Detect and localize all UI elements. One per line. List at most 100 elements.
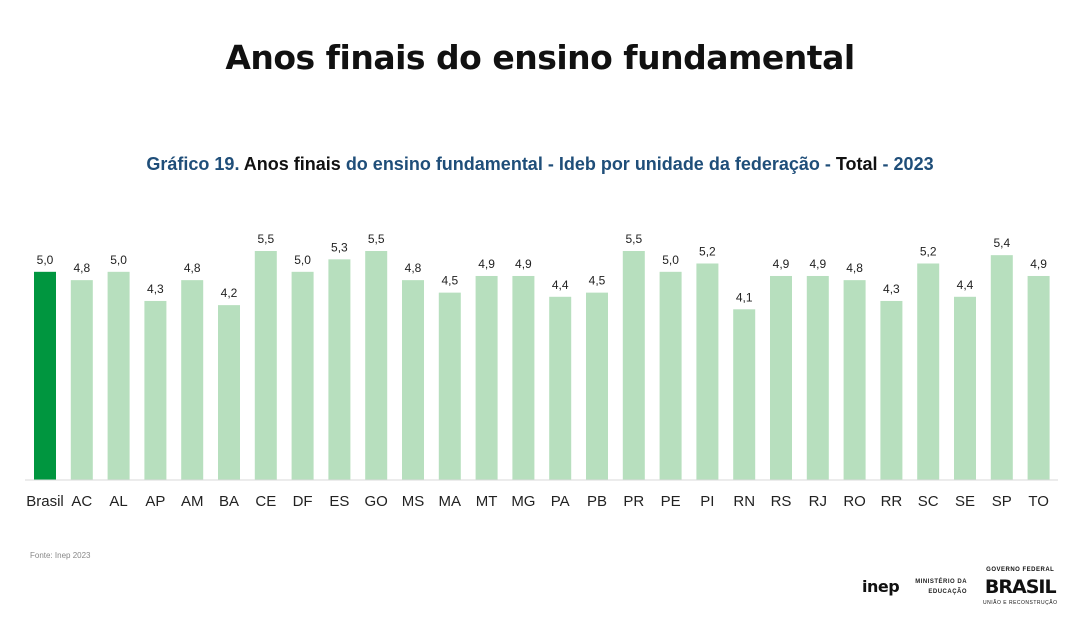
data-label: 5,0	[110, 253, 127, 267]
data-label: 4,8	[184, 261, 201, 275]
bar-es	[328, 259, 351, 480]
data-label: 4,5	[441, 274, 458, 288]
bar-rj	[806, 275, 829, 480]
data-label: 4,8	[405, 261, 422, 275]
x-tick-label: RO	[843, 493, 866, 510]
data-label: 4,9	[1030, 257, 1047, 271]
bar-rn	[733, 309, 756, 480]
data-label: 5,5	[257, 232, 274, 246]
bar-ba	[218, 305, 240, 480]
data-label: 4,2	[221, 286, 238, 300]
x-tick-label: PB	[587, 493, 607, 510]
bar-ac	[70, 280, 93, 480]
data-label: 5,5	[368, 232, 385, 246]
chart-subtitle: Gráfico 19. Anos finais do ensino fundam…	[0, 152, 1080, 176]
x-tick-label: AP	[145, 493, 165, 510]
subtitle-part: Total	[835, 154, 878, 174]
x-tick-label: RS	[771, 493, 792, 510]
x-tick-label: DF	[293, 493, 313, 510]
bar-to	[1027, 275, 1050, 480]
subtitle-part: 2023	[893, 154, 934, 174]
bar-ms	[402, 280, 424, 480]
mec-line2: EDUCAÇÃO	[928, 589, 968, 595]
data-label: 5,5	[625, 232, 642, 246]
subtitle-part: -	[877, 154, 894, 174]
x-tick-label: SC	[918, 493, 939, 510]
x-tick-label: AL	[109, 493, 127, 510]
gov-line2: BRASIL	[984, 576, 1057, 598]
data-label: 4,9	[809, 257, 826, 271]
bar-ap	[144, 300, 167, 480]
data-label: 4,3	[883, 282, 900, 296]
x-tick-label: MG	[511, 493, 535, 510]
data-label: 5,3	[331, 240, 348, 254]
bar-ce	[254, 251, 277, 480]
x-tick-label: MA	[439, 493, 462, 510]
source-note: Fonte: Inep 2023	[30, 551, 91, 560]
bar-am	[181, 280, 204, 480]
subtitle-part: do ensino fundamental - Ideb por unidade…	[340, 154, 836, 174]
data-label: 4,4	[957, 278, 974, 292]
data-label: 4,1	[736, 290, 753, 304]
mec-line1: MINISTÉRIO DA	[915, 579, 968, 585]
bar-pi	[696, 263, 719, 480]
x-tick-label: MT	[476, 493, 498, 510]
bar-sp	[990, 255, 1013, 480]
bar-ro	[843, 280, 866, 480]
x-tick-label: AC	[71, 493, 92, 510]
x-tick-label: RJ	[809, 493, 827, 510]
data-label: 5,4	[993, 236, 1010, 250]
data-label: 4,4	[552, 278, 569, 292]
data-label: 5,2	[699, 244, 716, 258]
x-tick-label: TO	[1028, 493, 1049, 510]
subtitle-part: Anos finais	[239, 154, 341, 174]
mec-logo: MINISTÉRIO DA EDUCAÇÃO	[915, 577, 967, 597]
bar-rr	[880, 300, 903, 480]
x-tick-label: SP	[992, 493, 1012, 510]
x-tick-label: PI	[700, 493, 714, 510]
x-tick-label: PR	[623, 493, 644, 510]
data-label: 5,0	[37, 253, 54, 267]
x-tick-label: AM	[181, 493, 204, 510]
footer-logos: inep MINISTÉRIO DA EDUCAÇÃO GOVERNO FEDE…	[862, 566, 1057, 608]
gov-line3: UNIÃO E RECONSTRUÇÃO	[983, 600, 1058, 606]
data-label: 4,9	[515, 257, 532, 271]
bar-pb	[586, 292, 608, 480]
subtitle-part: Gráfico 19.	[146, 154, 240, 174]
x-tick-label: RR	[881, 493, 903, 510]
x-tick-label: GO	[365, 493, 388, 510]
x-tick-label: SE	[955, 493, 975, 510]
bar-df	[291, 271, 314, 480]
bar-se	[954, 296, 976, 480]
data-label: 5,0	[294, 253, 311, 267]
data-label: 4,9	[773, 257, 790, 271]
bar-pr	[622, 251, 645, 480]
data-label: 5,0	[662, 253, 679, 267]
bar-rs	[770, 275, 792, 480]
bar-mt	[475, 275, 498, 480]
data-label: 4,5	[589, 274, 606, 288]
data-label: 4,9	[478, 257, 495, 271]
x-tick-label: Brasil	[26, 493, 64, 510]
bar-sc	[917, 263, 940, 480]
x-tick-label: RN	[733, 493, 755, 510]
x-tick-label: PA	[551, 493, 570, 510]
data-label: 4,8	[846, 261, 863, 275]
x-tick-label: ES	[329, 493, 349, 510]
page-title: Anos finais do ensino fundamental	[225, 38, 855, 77]
governo-federal-logo: GOVERNO FEDERAL BRASIL UNIÃO E RECONSTRU…	[983, 566, 1057, 608]
data-label: 4,3	[147, 282, 164, 296]
gov-line1: GOVERNO FEDERAL	[986, 567, 1055, 573]
x-tick-label: BA	[219, 493, 239, 510]
bar-al	[107, 271, 130, 480]
data-label: 5,2	[920, 244, 937, 258]
bar-go	[365, 251, 388, 480]
inep-logo: inep	[862, 577, 900, 596]
bar-ma	[438, 292, 461, 480]
bar-brasil	[34, 271, 56, 480]
bar-pa	[549, 296, 572, 480]
data-label: 4,8	[73, 261, 90, 275]
x-tick-label: CE	[255, 493, 276, 510]
bar-mg	[512, 275, 535, 480]
